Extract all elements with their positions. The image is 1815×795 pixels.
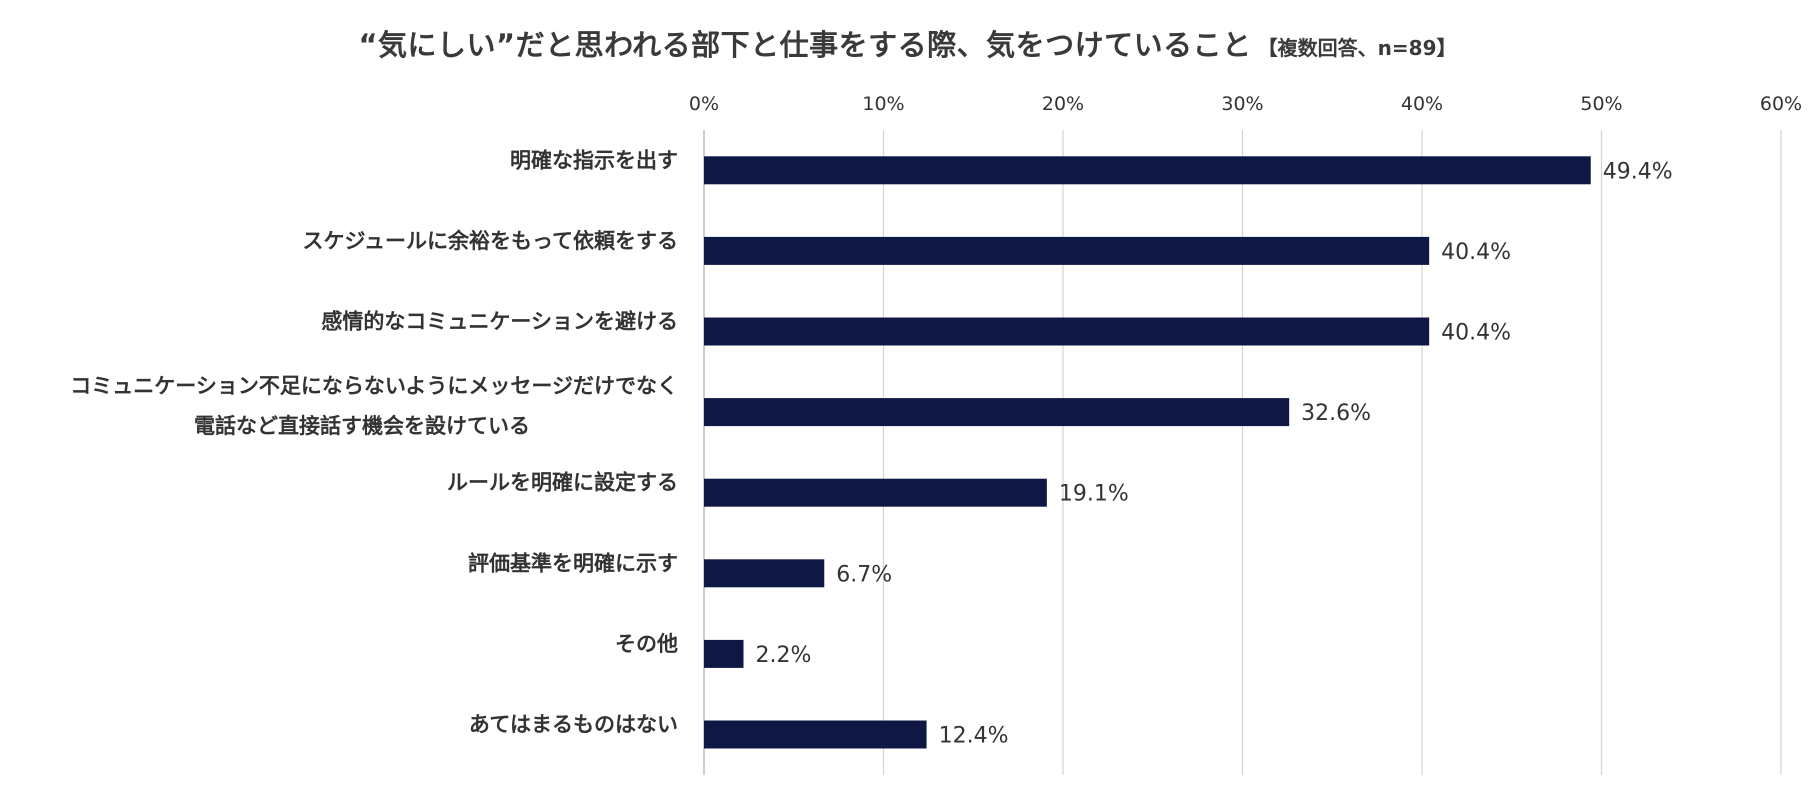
chart-title: “気にしい”だと思われる部下と仕事をする際、気をつけていること: [358, 28, 1252, 62]
category-label: 感情的なコミュニケーションを避ける: [321, 310, 678, 334]
x-tick-label: 60%: [1760, 93, 1802, 115]
data-label: 32.6%: [1301, 401, 1371, 426]
category-label: 電話など直接話す機会を設けている: [194, 414, 530, 438]
category-label: あてはまるものはない: [469, 713, 678, 737]
x-tick-label: 30%: [1221, 93, 1263, 115]
chart-subtitle: 【複数回答、n=89】: [1257, 36, 1457, 60]
bar: [704, 398, 1290, 427]
bar: [704, 156, 1591, 185]
data-label: 2.2%: [755, 643, 811, 668]
data-label: 49.4%: [1603, 159, 1673, 184]
x-tick-label: 0%: [689, 93, 719, 115]
data-label: 40.4%: [1441, 240, 1511, 265]
bar: [704, 236, 1430, 265]
data-label: 19.1%: [1059, 482, 1129, 507]
x-tick-label: 20%: [1042, 93, 1084, 115]
x-tick-label: 40%: [1401, 93, 1443, 115]
x-tick-label: 50%: [1580, 93, 1622, 115]
chart-title-block: “気にしい”だと思われる部下と仕事をする際、気をつけていること 【複数回答、n=8…: [0, 22, 1815, 64]
bar: [704, 639, 744, 668]
data-label: 12.4%: [939, 724, 1009, 749]
category-label: スケジュールに余裕をもって依頼をする: [303, 229, 678, 253]
bar: [704, 720, 927, 749]
category-label: 明確な指示を出す: [510, 148, 678, 172]
category-label: 評価基準を明確に示す: [468, 551, 678, 575]
category-label: ルールを明確に設定する: [447, 471, 678, 495]
bar: [704, 559, 825, 588]
data-label: 40.4%: [1441, 321, 1511, 346]
category-label: その他: [615, 632, 678, 656]
category-label: コミュニケーション不足にならないようにメッセージだけでなく: [70, 374, 678, 398]
data-label: 6.7%: [836, 562, 892, 587]
x-tick-label: 10%: [862, 93, 904, 115]
bar: [704, 478, 1047, 507]
bar: [704, 317, 1430, 346]
